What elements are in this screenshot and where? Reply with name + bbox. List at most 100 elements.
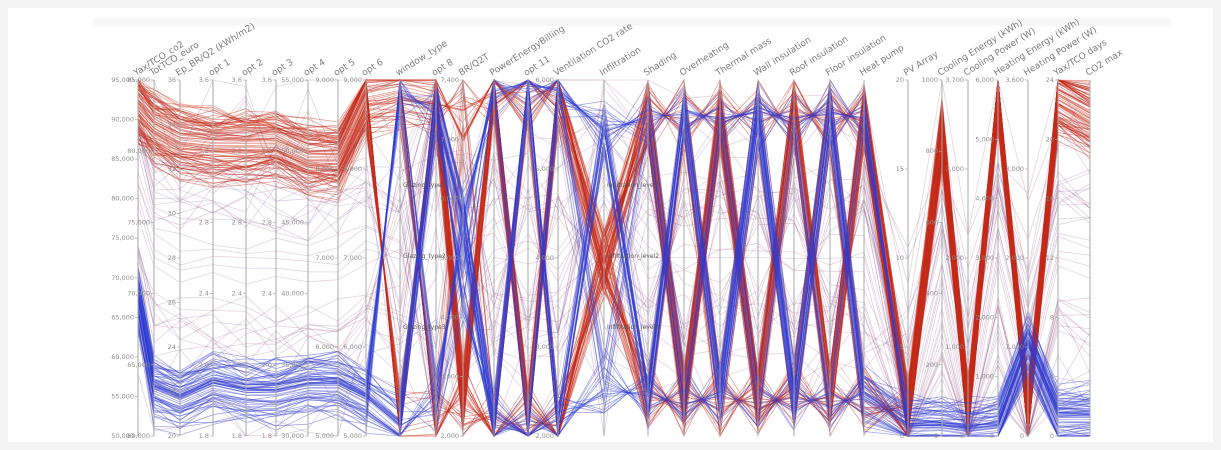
polyline-blue bbox=[137, 84, 1090, 435]
polyline-red bbox=[137, 81, 1091, 428]
polyline-blue bbox=[137, 83, 1091, 430]
tick-label: 8,000 bbox=[343, 165, 362, 173]
polyline-mid bbox=[137, 87, 1091, 437]
polyline-red bbox=[137, 99, 1091, 437]
polyline-blue bbox=[137, 79, 1091, 437]
polyline-red bbox=[137, 97, 1091, 433]
polyline-blue bbox=[137, 79, 1091, 428]
polyline-blue bbox=[137, 104, 1091, 437]
polyline-blue bbox=[137, 79, 1091, 422]
axis-title: Infiltration bbox=[598, 45, 643, 78]
tick-label: 50,000 bbox=[111, 432, 134, 440]
polyline-red bbox=[137, 79, 1091, 438]
polyline-mid bbox=[137, 78, 1091, 356]
polyline-red bbox=[137, 88, 1091, 427]
polyline-mid bbox=[137, 161, 1091, 438]
polyline-red bbox=[137, 85, 1091, 431]
polyline-red bbox=[137, 78, 1091, 418]
polyline-red bbox=[137, 81, 1091, 435]
polyline-blue bbox=[137, 79, 1091, 426]
polyline-mid bbox=[137, 79, 1091, 384]
tick-label: 7,000 bbox=[315, 254, 334, 262]
polyline-red bbox=[137, 79, 1091, 412]
polyline-mid bbox=[137, 152, 1091, 438]
polyline-red bbox=[137, 84, 1091, 432]
polyline-red bbox=[137, 79, 1091, 438]
tick-label: 5,000 bbox=[535, 165, 554, 173]
tick-label: 16 bbox=[1046, 195, 1054, 203]
polyline-red bbox=[137, 107, 1091, 437]
polyline-mid bbox=[137, 202, 1091, 437]
tick-label: 20 bbox=[1046, 135, 1054, 143]
tick-label: 1,000 bbox=[975, 373, 994, 381]
polyline-red bbox=[137, 93, 1091, 431]
polyline-red bbox=[137, 90, 1091, 423]
polyline-blue bbox=[137, 88, 1091, 432]
polyline-mid bbox=[137, 79, 1091, 437]
polyline-red bbox=[137, 95, 1091, 430]
tick-label: 70,000 bbox=[111, 274, 134, 282]
polyline-blue bbox=[137, 78, 1091, 437]
tick-label: 2.0 bbox=[262, 361, 272, 369]
polyline-blue bbox=[137, 79, 1090, 437]
polyline-red bbox=[137, 79, 1091, 437]
tick-label: 24 bbox=[168, 343, 176, 351]
polyline-blue bbox=[137, 79, 1091, 420]
tick-label: 28 bbox=[168, 254, 176, 262]
polyline-red bbox=[137, 78, 1091, 437]
tick-label: 0 bbox=[990, 432, 994, 440]
polyline-blue bbox=[137, 93, 1091, 437]
tick-label: 6,000 bbox=[975, 76, 994, 84]
polyline-blue bbox=[137, 83, 1091, 431]
polyline-mid bbox=[137, 151, 1091, 438]
tick-label: 0 bbox=[1020, 432, 1024, 440]
tick-label: 60,000 bbox=[127, 432, 150, 440]
polyline-blue bbox=[137, 79, 1091, 424]
tick-label: 600 bbox=[926, 218, 938, 226]
polyline-red bbox=[137, 79, 1091, 437]
tick-label: 800 bbox=[926, 147, 938, 155]
polyline-blue bbox=[137, 79, 1091, 429]
polyline-red bbox=[137, 91, 1091, 437]
polyline-mid bbox=[137, 149, 1091, 438]
polyline-red bbox=[137, 85, 1091, 438]
polyline-blue bbox=[137, 86, 1091, 437]
polyline-mid bbox=[137, 150, 1091, 438]
polyline-red bbox=[137, 80, 1091, 437]
polyline-mid bbox=[137, 121, 1091, 438]
tick-label: 60,000 bbox=[111, 353, 134, 361]
tick-label: 1,000 bbox=[945, 343, 964, 351]
polyline-blue bbox=[137, 79, 1090, 438]
tick-label: 3.6 bbox=[262, 76, 272, 84]
polyline-red bbox=[137, 90, 1091, 426]
polyline-mid bbox=[137, 137, 1091, 437]
tick-label: 3.2 bbox=[199, 147, 209, 155]
polyline-mid bbox=[137, 79, 1091, 382]
polyline-red bbox=[137, 79, 1091, 438]
tick-label: 2.0 bbox=[199, 361, 209, 369]
polyline-red bbox=[137, 79, 1091, 438]
polyline-blue bbox=[137, 79, 1091, 437]
tick-label: 3,000 bbox=[1005, 165, 1024, 173]
polyline-mid bbox=[137, 79, 1091, 382]
polyline-red bbox=[137, 81, 1091, 437]
tick-label: 20 bbox=[896, 76, 904, 84]
tick-label: 1.8 bbox=[232, 432, 242, 440]
tick-label: 45,000 bbox=[281, 218, 304, 226]
polylines-layer bbox=[137, 78, 1091, 438]
polyline-red bbox=[137, 79, 1091, 438]
tick-label: 9,000 bbox=[343, 76, 362, 84]
tick-label: 65,000 bbox=[127, 361, 150, 369]
tick-label: 80,000 bbox=[127, 147, 150, 155]
polyline-blue bbox=[137, 79, 1091, 437]
polyline-blue bbox=[137, 80, 1091, 428]
tick-label: 2.8 bbox=[199, 218, 209, 226]
polyline-red bbox=[137, 78, 1091, 437]
polyline-red bbox=[137, 91, 1091, 426]
tick-label: 26 bbox=[168, 299, 176, 307]
polyline-mid bbox=[137, 137, 1091, 437]
polyline-red bbox=[137, 96, 1091, 437]
tick-label: 9,000 bbox=[315, 76, 334, 84]
polyline-blue bbox=[137, 87, 1091, 437]
polyline-blue bbox=[137, 86, 1091, 437]
